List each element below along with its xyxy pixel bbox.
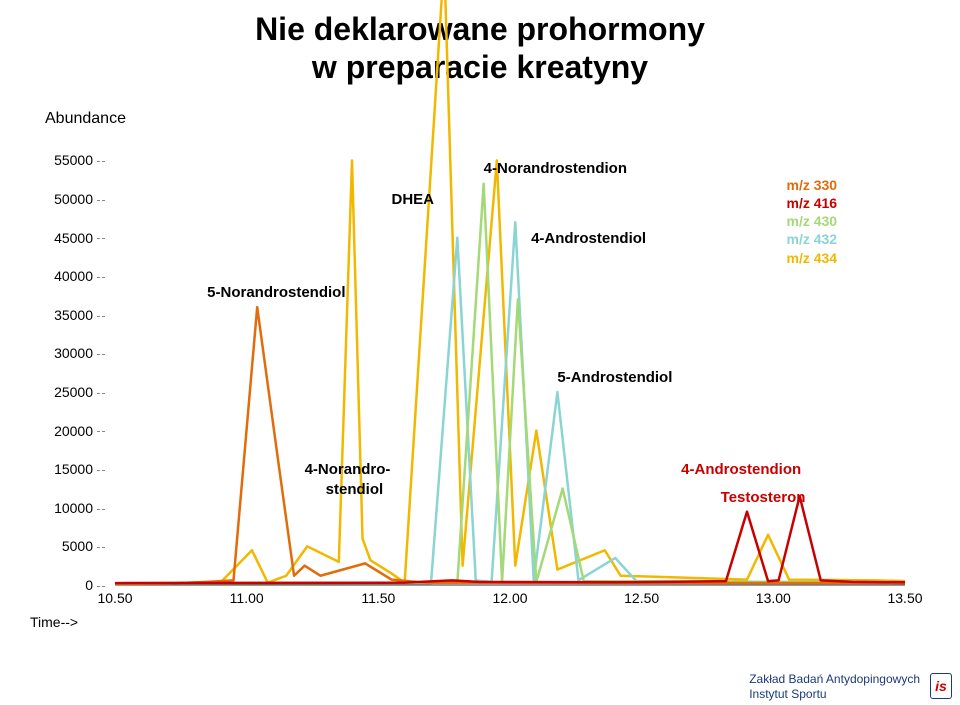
peak-label: DHEA (392, 191, 435, 208)
mz-item: m/z 430 (787, 212, 838, 230)
mz-item: m/z 432 (787, 230, 838, 248)
y-tick: 30000 (50, 345, 105, 361)
mz-legend: m/z 330m/z 416m/z 430m/z 432m/z 434 (787, 176, 838, 267)
footer-line-2: Instytut Sportu (749, 687, 826, 701)
mz-item: m/z 434 (787, 249, 838, 267)
y-axis-ticks: 55000 50000 45000 40000 35000 30000 25000 20000… (50, 145, 105, 585)
peak-label: 5-Androstendiol (557, 369, 672, 386)
y-tick: 50000 (50, 191, 105, 207)
footer-credit: Zakład Badań Antydopingowych Instytut Sp… (749, 672, 920, 701)
x-axis-ticks: 10.5011.0011.5012.0012.5013.0013.50 (115, 590, 905, 610)
peak-label: 4-Norandro- (305, 461, 391, 478)
x-tick: 12.00 (492, 590, 527, 606)
peak-label: 5-Norandrostendiol (207, 284, 345, 301)
x-tick: 11.50 (361, 590, 395, 606)
y-tick: 15000 (50, 461, 105, 477)
footer-line-1: Zakład Badań Antydopingowych (749, 672, 920, 686)
y-tick: 40000 (50, 268, 105, 284)
y-tick: 25000 (50, 384, 105, 400)
peak-label: 4-Androstendion (681, 461, 801, 478)
title-line-1: Nie deklarowane prohormony (255, 11, 705, 47)
x-tick: 11.00 (230, 590, 264, 606)
peak-label: 4-Androstendiol (531, 230, 646, 247)
title-line-2: w preparacie kreatyny (312, 49, 648, 85)
y-tick: 20000 (50, 423, 105, 439)
x-tick: 13.50 (887, 590, 922, 606)
mz-item: m/z 330 (787, 176, 838, 194)
x-tick: 13.00 (756, 590, 791, 606)
peak-label: Testosteron (721, 489, 806, 506)
y-tick: 5000 (50, 538, 105, 554)
x-axis-label: Time--> (30, 614, 78, 630)
peak-label: stendiol (326, 481, 384, 498)
y-tick: 45000 (50, 230, 105, 246)
x-tick: 12.50 (624, 590, 659, 606)
y-tick: 55000 (50, 152, 105, 168)
peak-label: 4-Norandrostendion (484, 160, 627, 177)
x-tick: 10.50 (97, 590, 132, 606)
y-axis-label: Abundance (45, 110, 126, 128)
mz-item: m/z 416 (787, 194, 838, 212)
y-tick: 10000 (50, 500, 105, 516)
plot-area: DHEA 5-Norandrostendiol 4-Norandro-stendio… (115, 145, 905, 585)
chromatogram-chart: Abundance 55000 50000 45000 40000 35000 30000… (30, 110, 930, 640)
page-title: Nie deklarowane prohormony w preparacie … (0, 0, 960, 87)
logo-icon: is (930, 673, 952, 699)
y-tick: 35000 (50, 307, 105, 323)
